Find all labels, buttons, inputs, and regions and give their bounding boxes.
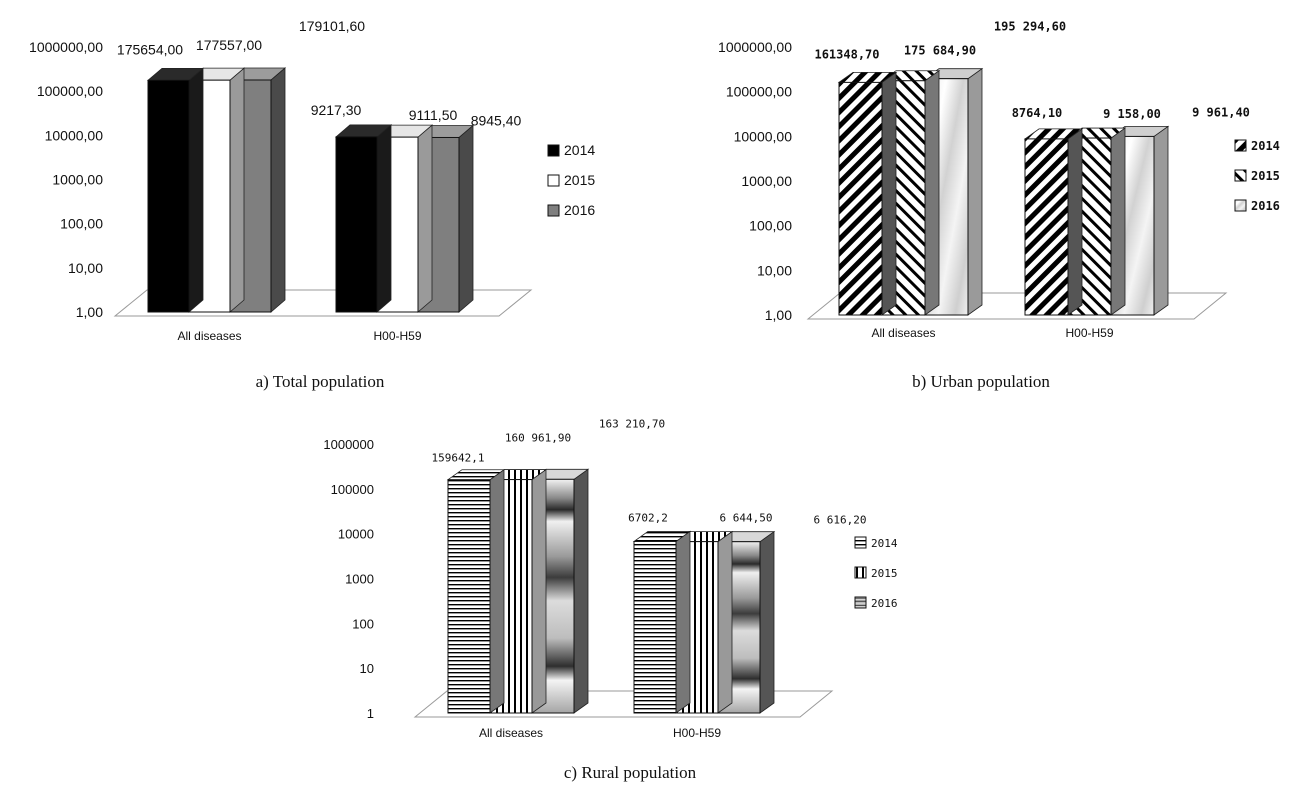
- legend-swatch: [547, 144, 560, 157]
- x-category-label: H00-H59: [1065, 326, 1113, 340]
- chart-caption: b) Urban population: [912, 372, 1050, 391]
- chart-panel-urban: 1,00 10,00 100,00 1000,00 10000,00 100000,00 1…: [665, 0, 1297, 395]
- legend-label: 2015: [564, 172, 595, 188]
- data-label: 9111,50: [409, 107, 458, 123]
- legend-label: 2014: [1251, 139, 1280, 153]
- data-label: 175654,00: [117, 41, 183, 57]
- y-tick-label: 1000000,00: [29, 39, 103, 55]
- data-label: 177557,00: [196, 37, 262, 53]
- legend-label: 2016: [1251, 199, 1280, 213]
- y-tick-label: 1000000: [323, 437, 374, 452]
- bar-side: [967, 67, 983, 316]
- legend-label: 2014: [564, 142, 595, 158]
- legend-label: 2014: [871, 537, 898, 550]
- bar-side: [489, 468, 505, 714]
- legend-swatch: [854, 536, 867, 549]
- data-label: 160 961,90: [505, 432, 571, 445]
- bar-side: [229, 67, 245, 313]
- data-label: 179101,60: [299, 18, 365, 34]
- y-tick-label: 1000,00: [52, 172, 103, 188]
- bar-side: [531, 468, 547, 714]
- legend-swatch: [1234, 139, 1247, 152]
- chart-panel-rural: 1 10 100 1000 10000 100000 1000000 All diseases…: [310, 400, 950, 790]
- x-category-label: H00-H59: [673, 726, 721, 740]
- bar-side: [417, 124, 433, 313]
- y-tick-label: 1: [367, 706, 374, 721]
- chart-urban-population: 1,00 10,00 100,00 1000,00 10000,00 100000,00 1…: [718, 20, 1280, 340]
- y-tick-label: 1000,00: [741, 173, 792, 189]
- y-tick-label: 100000: [331, 482, 374, 497]
- x-category-label: All diseases: [479, 726, 543, 740]
- bar-side: [1067, 128, 1083, 316]
- y-tick-label: 10: [360, 661, 374, 676]
- bar-side: [573, 468, 589, 714]
- bar-side: [376, 124, 392, 313]
- data-label: 175 684,90: [904, 44, 976, 58]
- chart-caption: a) Total population: [255, 372, 385, 391]
- bar-h00-h59-2014: [335, 136, 378, 313]
- y-tick-label: 1,00: [76, 304, 103, 320]
- data-label: 159642,1: [432, 452, 485, 465]
- data-label: 9 158,00: [1103, 107, 1161, 121]
- y-tick-label: 10,00: [68, 260, 103, 276]
- data-label: 6 644,50: [720, 512, 773, 525]
- bar-all-diseases-2014: [838, 81, 883, 316]
- legend-label: 2016: [871, 597, 898, 610]
- data-label: 9217,30: [311, 102, 362, 118]
- y-tick-label: 1000: [345, 572, 374, 587]
- legend-swatch: [547, 204, 560, 217]
- y-tick-label: 1000000,00: [718, 39, 792, 55]
- bar-side: [717, 530, 733, 714]
- bar-side: [188, 67, 204, 313]
- data-label: 8764,10: [1012, 106, 1063, 120]
- y-tick-label: 100000,00: [726, 84, 792, 100]
- legend-label: 2015: [871, 567, 898, 580]
- legend-label: 2016: [564, 202, 595, 218]
- legend-swatch: [547, 174, 560, 187]
- bar-side: [881, 71, 897, 316]
- y-tick-label: 10000,00: [734, 128, 793, 144]
- bar-all-diseases-2014: [447, 479, 491, 714]
- bar-h00-h59-2014: [1024, 138, 1069, 316]
- bar-all-diseases-2014: [147, 79, 190, 313]
- data-label: 163 210,70: [599, 417, 665, 430]
- chart-total-population: 1,00 10,00 100,00 1000,00 10000,00 100000,00 1…: [29, 18, 595, 343]
- x-category-label: H00-H59: [373, 329, 421, 343]
- bar-side: [1110, 127, 1126, 316]
- x-category-label: All diseases: [871, 326, 935, 340]
- chart-panel-total: 1,00 10,00 100,00 1000,00 10000,00 100000,00 1…: [0, 0, 640, 395]
- bar-h00-h59-2014: [633, 540, 677, 714]
- y-tick-label: 100,00: [60, 216, 103, 232]
- chart-caption: c) Rural population: [563, 763, 697, 782]
- legend-label: 2015: [1251, 169, 1280, 183]
- legend-swatch: [854, 566, 867, 579]
- y-tick-label: 10,00: [757, 262, 792, 278]
- y-tick-label: 10000: [338, 527, 374, 542]
- data-label: 9 961,40: [1192, 105, 1250, 119]
- data-label: 6 616,20: [814, 514, 867, 527]
- chart-rural-population: 1 10 100 1000 10000 100000 1000000 All diseases…: [323, 417, 898, 740]
- bar-side: [1153, 125, 1169, 316]
- data-label: 195 294,60: [994, 20, 1066, 34]
- bar-side: [270, 67, 286, 313]
- x-category-label: All diseases: [177, 329, 241, 343]
- legend-swatch: [1234, 169, 1247, 182]
- data-label: 8945,40: [471, 112, 522, 128]
- y-tick-label: 100000,00: [37, 83, 103, 99]
- data-label: 161348,70: [814, 47, 879, 61]
- y-tick-label: 10000,00: [45, 127, 104, 143]
- bar-side: [924, 69, 940, 316]
- y-tick-label: 100: [352, 616, 374, 631]
- data-label: 6702,2: [628, 511, 668, 524]
- bar-side: [675, 530, 691, 714]
- bar-side: [759, 530, 775, 714]
- legend-swatch: [1234, 199, 1247, 212]
- legend-swatch: [854, 596, 867, 609]
- y-tick-label: 1,00: [765, 307, 792, 323]
- y-tick-label: 100,00: [749, 218, 792, 234]
- bar-side: [458, 124, 474, 313]
